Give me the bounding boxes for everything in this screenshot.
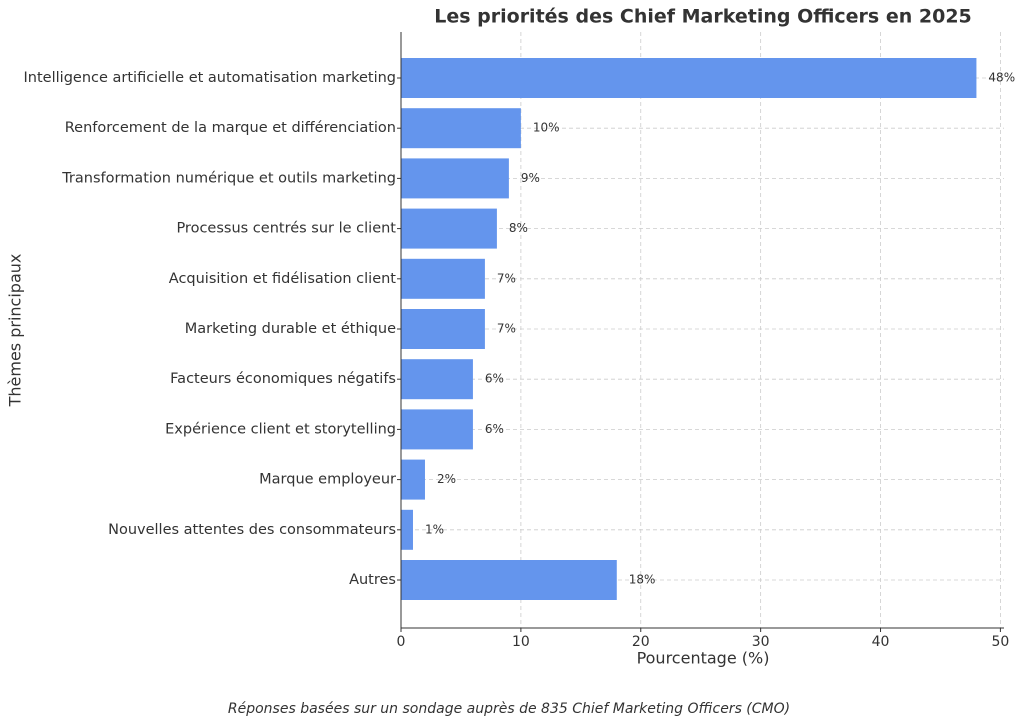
bar [401,309,485,349]
value-label: 9% [521,171,540,185]
y-tick-label: Nouvelles attentes des consommateurs [108,522,396,538]
value-label: 8% [509,221,528,235]
value-label: 6% [485,422,504,436]
bar [401,158,509,199]
x-tick-label: 40 [872,634,890,650]
y-tick-label: Marketing durable et éthique [185,321,396,337]
value-label: 1% [425,522,444,536]
value-label: 10% [533,121,560,135]
bar [401,509,413,550]
bar [401,58,977,98]
chart-title: Les priorités des Chief Marketing Office… [434,6,972,28]
x-tick-label: 10 [512,634,530,650]
x-tick-label: 50 [991,634,1009,650]
y-tick-label: Renforcement de la marque et différencia… [65,120,396,136]
y-tick-label: Autres [349,572,396,588]
y-tick-label: Processus centrés sur le client [176,221,396,237]
value-label: 48% [988,71,1015,85]
bar [401,208,497,249]
bar [401,560,617,600]
value-label: 18% [629,573,656,587]
y-tick-label: Marque employeur [259,472,396,488]
value-label: 2% [437,472,456,486]
footnote: Réponses basées sur un sondage auprès de… [228,701,790,717]
y-tick-label: Transformation numérique et outils marke… [61,170,396,186]
value-label: 7% [497,322,516,336]
bar [401,108,521,149]
bar [401,459,425,500]
y-tick-label: Intelligence artificielle et automatisat… [24,70,396,86]
x-tick-label: 30 [752,634,770,650]
x-axis-label: Pourcentage (%) [637,649,770,668]
x-tick-label: 20 [632,634,650,650]
bar [401,409,473,450]
y-tick-label: Expérience client et storytelling [165,421,396,437]
y-tick-label: Acquisition et fidélisation client [169,271,397,287]
x-tick-label: 0 [397,634,406,650]
value-label: 6% [485,372,504,386]
value-label: 7% [497,271,516,285]
bar [401,258,485,299]
bar [401,359,473,400]
y-axis-label: Thèmes principaux [6,254,25,408]
y-tick-label: Facteurs économiques négatifs [170,371,396,387]
